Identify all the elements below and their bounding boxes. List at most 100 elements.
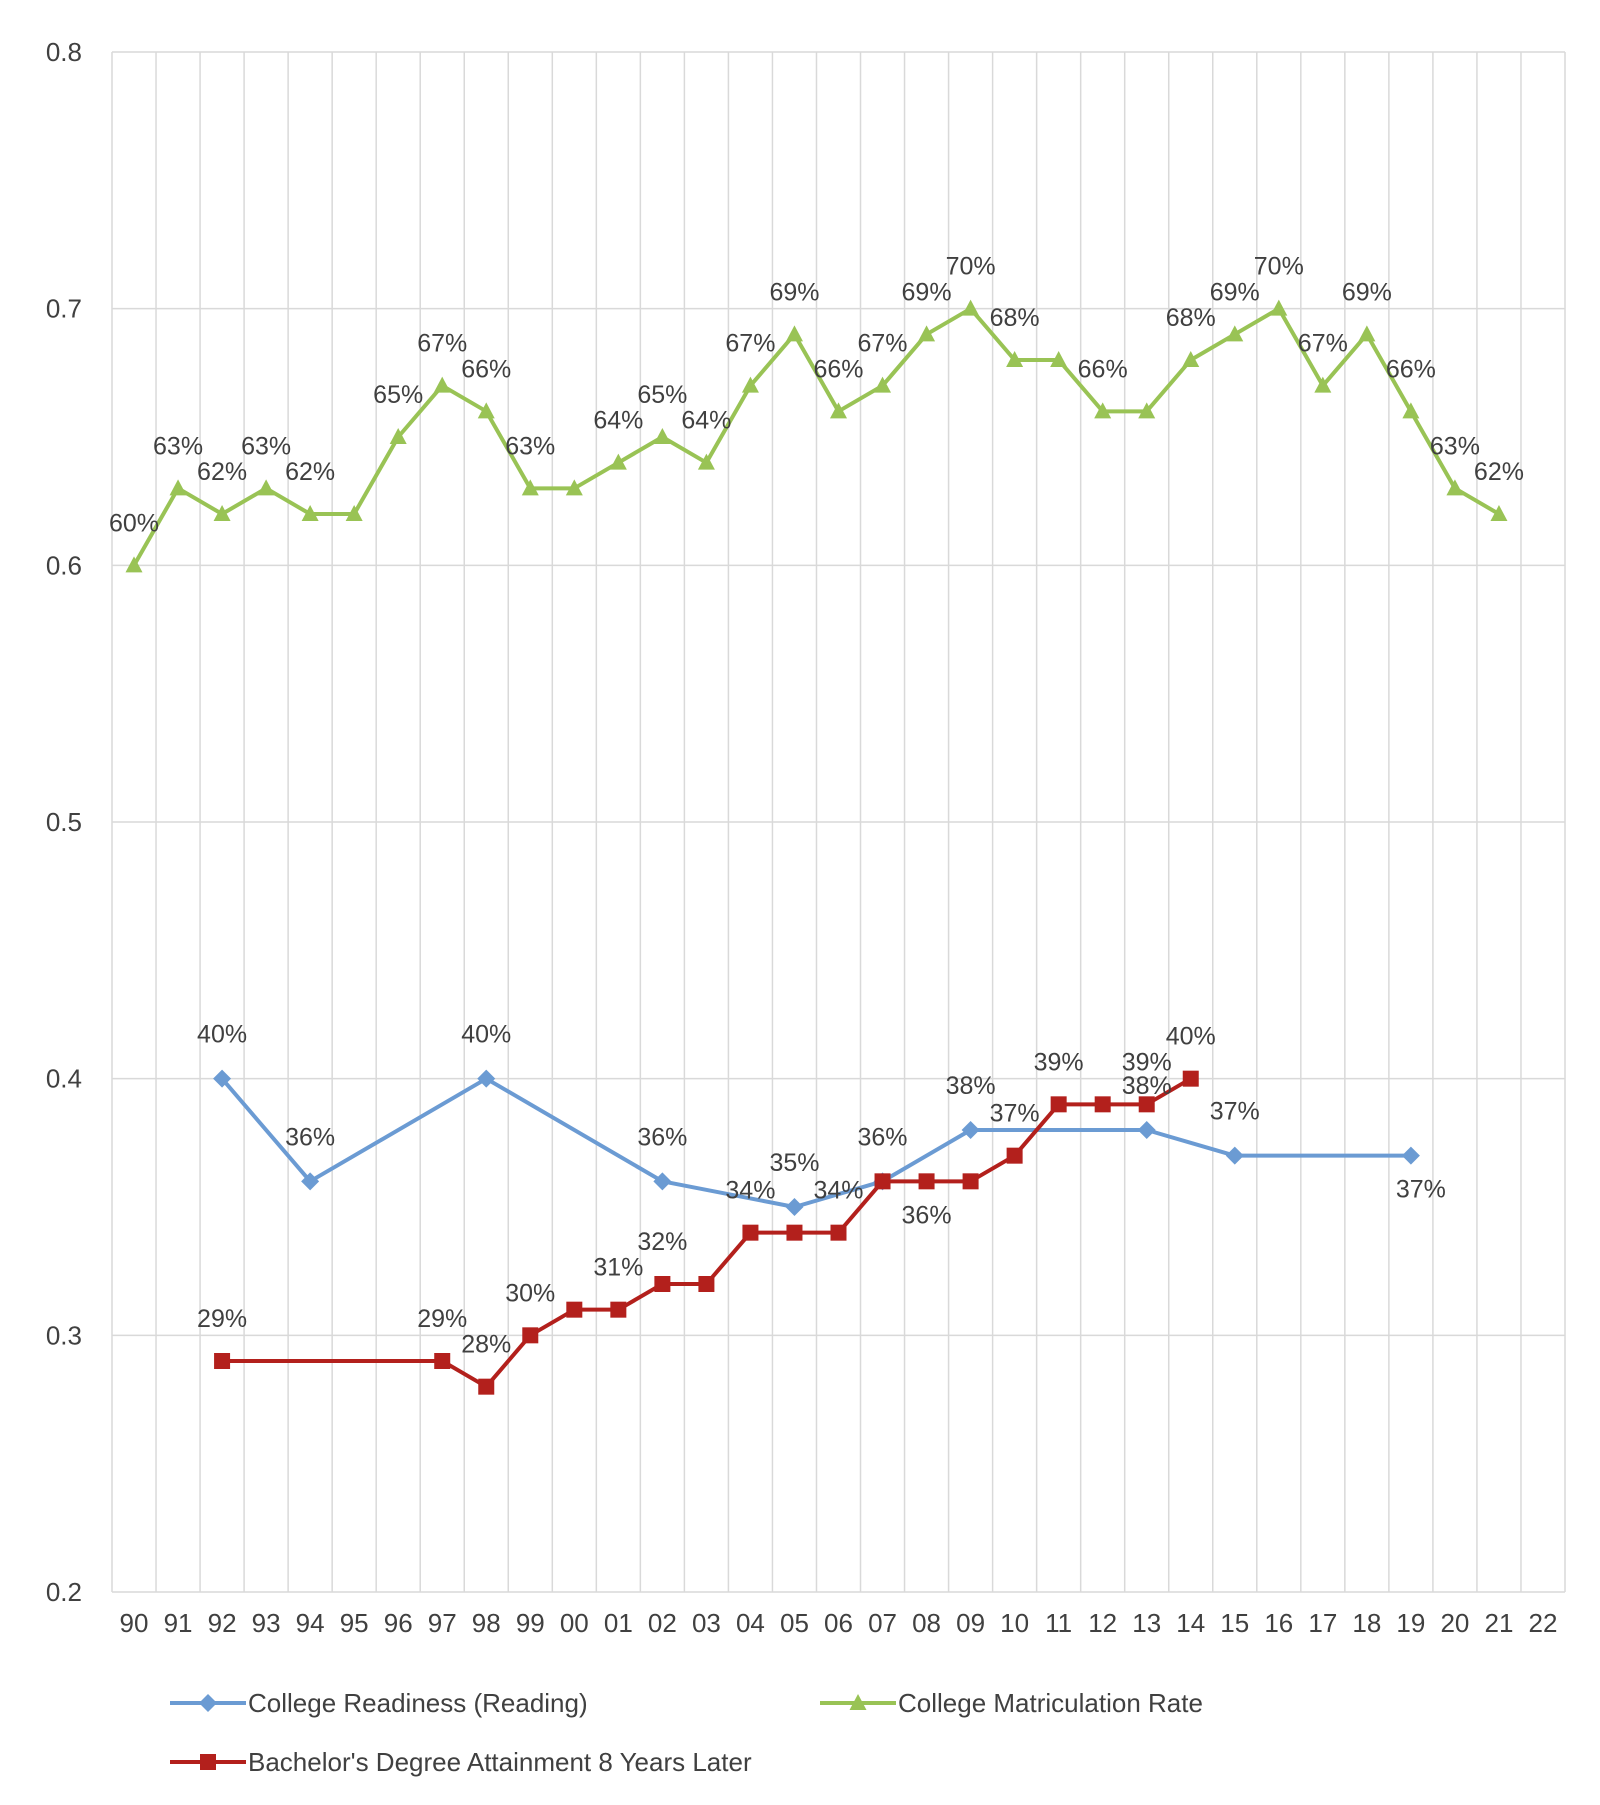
data-label: 62% — [1474, 458, 1524, 486]
data-point — [1358, 325, 1376, 342]
x-tick-label: 90 — [120, 1608, 149, 1638]
legend-label: Bachelor's Degree Attainment 8 Years Lat… — [248, 1747, 752, 1777]
data-label: 63% — [241, 432, 291, 460]
y-tick-label: 0.4 — [46, 1064, 82, 1094]
data-label: 69% — [902, 278, 952, 306]
data-point — [653, 1172, 672, 1191]
data-label: 63% — [1430, 432, 1480, 460]
data-label: 37% — [990, 1100, 1040, 1128]
data-label: 67% — [417, 330, 467, 358]
data-point — [1094, 402, 1112, 419]
series-2 — [125, 299, 1508, 573]
data-label: 64% — [681, 407, 731, 435]
data-label: 31% — [593, 1254, 643, 1282]
data-label: 69% — [769, 278, 819, 306]
x-tick-label: 18 — [1352, 1608, 1381, 1638]
data-point — [786, 1224, 803, 1241]
data-point — [477, 1069, 496, 1088]
data-point — [1270, 299, 1288, 316]
data-point — [1314, 376, 1332, 393]
data-label: 40% — [1166, 1023, 1216, 1051]
data-point — [874, 376, 892, 393]
data-point — [961, 1121, 980, 1139]
data-label: 62% — [197, 458, 247, 486]
data-point — [1138, 1096, 1155, 1113]
legend-item: College Matriculation Rate — [820, 1688, 1203, 1718]
x-tick-label: 08 — [912, 1608, 941, 1638]
data-label: 67% — [858, 330, 908, 358]
data-label: 40% — [461, 1021, 511, 1049]
x-tick-label: 92 — [208, 1608, 237, 1638]
x-tick-label: 03 — [692, 1608, 721, 1638]
data-point — [169, 479, 187, 496]
x-tick-label: 06 — [824, 1608, 853, 1638]
data-point — [1446, 479, 1464, 496]
x-tick-label: 20 — [1440, 1608, 1469, 1638]
series-line — [220, 1076, 1411, 1209]
data-label: 70% — [1254, 253, 1304, 281]
data-point — [1050, 351, 1068, 367]
data-point — [918, 1173, 935, 1190]
data-point — [1401, 1146, 1420, 1165]
x-tick-label: 01 — [604, 1608, 633, 1638]
data-point — [213, 505, 231, 521]
legend-marker — [849, 1694, 867, 1710]
data-point — [214, 1353, 231, 1369]
x-tick-label: 96 — [384, 1608, 413, 1638]
x-tick-label: 21 — [1484, 1608, 1513, 1638]
data-label: 35% — [769, 1149, 819, 1177]
data-label: 39% — [1034, 1048, 1084, 1076]
data-point — [257, 479, 275, 496]
data-label: 66% — [461, 355, 511, 383]
data-point — [918, 325, 936, 342]
data-label-layer: 40%36%40%36%35%36%38% 38%37%37%60%63%62%6… — [109, 253, 1524, 1359]
data-label: 66% — [1386, 355, 1436, 383]
data-label: 32% — [637, 1228, 687, 1256]
x-tick-label: 17 — [1308, 1608, 1337, 1638]
x-tick-label: 11 — [1045, 1608, 1072, 1638]
data-point — [830, 402, 847, 419]
x-tick-label: 98 — [472, 1608, 501, 1638]
data-point — [653, 428, 671, 444]
data-point — [213, 1069, 232, 1088]
data-label: 29% — [417, 1305, 467, 1333]
legend-label: College Matriculation Rate — [898, 1688, 1203, 1718]
data-label: 63% — [505, 432, 555, 460]
data-point — [1226, 325, 1244, 342]
series-line — [132, 306, 1500, 567]
x-tick-label: 93 — [252, 1608, 281, 1638]
legend-label: College Readiness (Reading) — [248, 1688, 588, 1718]
y-tick-label: 0.2 — [46, 1577, 82, 1607]
data-label: 34% — [725, 1177, 775, 1205]
data-label: 60% — [109, 509, 159, 537]
x-tick-label: 19 — [1396, 1608, 1425, 1638]
legend-marker — [199, 1694, 217, 1712]
data-point — [1006, 1147, 1023, 1164]
x-tick-label: 05 — [780, 1608, 809, 1638]
data-label: 65% — [373, 381, 423, 409]
x-tick-label: 95 — [340, 1608, 369, 1638]
data-point — [1138, 402, 1156, 419]
data-point — [1402, 402, 1420, 419]
data-label: 66% — [1078, 355, 1128, 383]
data-point — [565, 479, 583, 496]
data-point — [785, 1198, 804, 1216]
data-label: 39% — [1122, 1048, 1172, 1076]
x-tick-label: 12 — [1088, 1608, 1117, 1638]
data-point — [742, 1224, 759, 1241]
y-tick-label: 0.6 — [46, 550, 82, 580]
y-tick-label: 0.5 — [46, 807, 82, 837]
legend-item: Bachelor's Degree Attainment 8 Years Lat… — [170, 1747, 752, 1777]
y-tick-label: 0.7 — [46, 294, 82, 324]
data-point — [1225, 1146, 1244, 1165]
data-label: 65% — [637, 381, 687, 409]
x-tick-label: 09 — [956, 1608, 985, 1638]
data-point — [1137, 1121, 1156, 1139]
data-point — [874, 1173, 891, 1190]
data-point — [389, 428, 407, 444]
series-3 — [214, 1070, 1199, 1395]
data-point — [301, 505, 319, 521]
data-label: 64% — [593, 407, 643, 435]
data-point — [1094, 1096, 1111, 1113]
x-tick-label: 13 — [1132, 1608, 1161, 1638]
